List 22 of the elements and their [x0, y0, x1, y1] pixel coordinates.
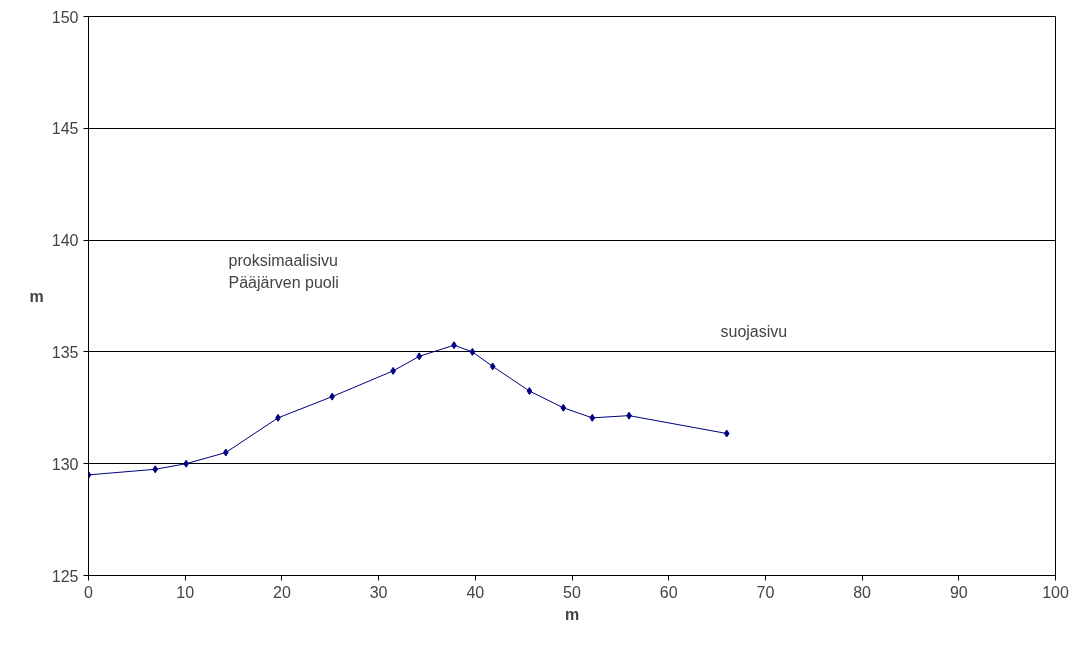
x-tick-label: 20	[273, 583, 291, 601]
x-tick-label: 50	[563, 583, 581, 601]
y-tick-label: 125	[51, 567, 79, 585]
annotation: Pääjärven puoli	[228, 274, 339, 291]
x-tick-label: 10	[176, 583, 195, 601]
annotation: suojasivu	[720, 323, 788, 340]
x-axis-title: m	[564, 605, 580, 623]
y-tick-label: 130	[51, 455, 79, 473]
y-tick-label: 135	[51, 343, 79, 361]
y-tick-label: 145	[51, 120, 79, 138]
annotation: proksimaalisivu	[228, 252, 338, 269]
x-tick-label: 70	[756, 583, 775, 601]
y-axis-title: m	[29, 287, 44, 305]
x-tick-label: 100	[1042, 583, 1069, 601]
x-tick-label: 80	[853, 583, 872, 601]
x-tick-label: 30	[369, 583, 388, 601]
x-tick-label: 60	[659, 583, 678, 601]
y-tick-label: 150	[51, 8, 79, 26]
y-tick-label: 140	[51, 232, 79, 250]
x-tick-label: 0	[84, 583, 94, 601]
x-tick-label: 40	[466, 583, 485, 601]
x-tick-label: 90	[949, 583, 968, 601]
